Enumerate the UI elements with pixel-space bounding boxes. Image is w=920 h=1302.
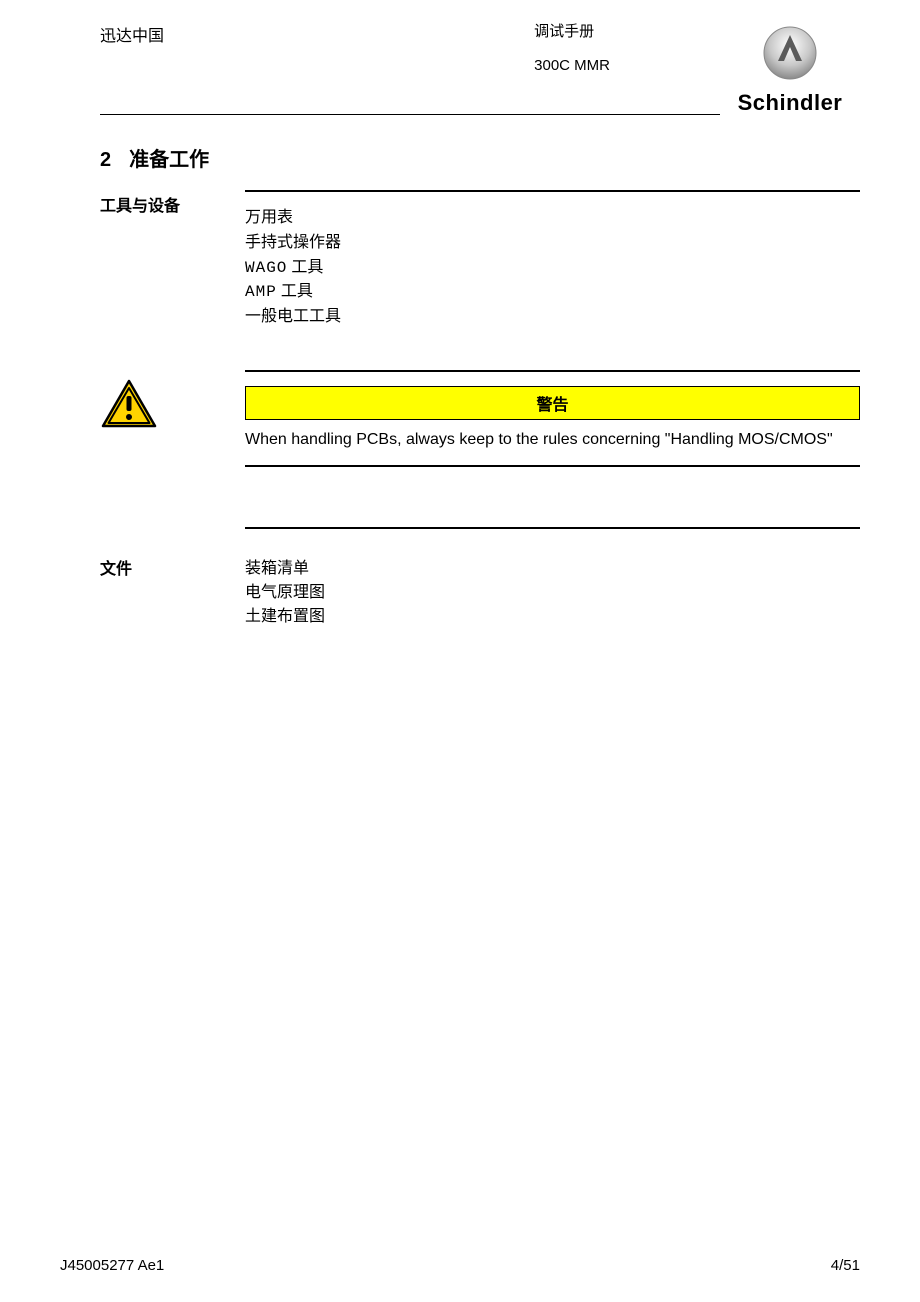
documents-list: 装箱清单 电气原理图 土建布置图 xyxy=(245,557,860,629)
header-doc-type: 调试手册 xyxy=(534,20,610,41)
section-heading: 2 准备工作 xyxy=(100,143,860,172)
documents-content: 装箱清单 电气原理图 土建布置图 xyxy=(245,527,860,629)
warning-icon-cell xyxy=(100,370,245,481)
documents-top-rule xyxy=(245,527,860,529)
brand-name: Schindler xyxy=(720,90,860,116)
section-number: 2 xyxy=(100,149,111,172)
tools-list: 万用表 手持式操作器 WAGO 工具 AMP 工具 一般电工工具 xyxy=(245,206,860,330)
header-doc-info: 调试手册 300C MMR xyxy=(534,20,610,74)
page-header: 迅达中国 调试手册 300C MMR S xyxy=(100,20,860,110)
document-item: 电气原理图 xyxy=(245,581,860,605)
tool-item: 手持式操作器 xyxy=(245,231,860,256)
tool-item: WAGO 工具 xyxy=(245,256,860,281)
content-area: 工具与设备 万用表 手持式操作器 WAGO 工具 AMP 工具 一般电工工具 xyxy=(100,190,860,629)
warning-header: 警告 xyxy=(245,386,860,420)
documents-label: 文件 xyxy=(100,527,245,629)
tool-item-mono: AMP xyxy=(245,283,277,301)
tool-item: 一般电工工具 xyxy=(245,305,860,330)
section-title: 准备工作 xyxy=(129,143,209,172)
header-model: 300C MMR xyxy=(534,57,610,74)
tools-block: 工具与设备 万用表 手持式操作器 WAGO 工具 AMP 工具 一般电工工具 xyxy=(100,190,860,330)
documents-block: 文件 装箱清单 电气原理图 土建布置图 xyxy=(100,527,860,629)
warning-top-rule xyxy=(245,370,860,372)
tool-item-mono: WAGO xyxy=(245,259,287,277)
tool-item: AMP 工具 xyxy=(245,280,860,305)
warning-bottom-rule xyxy=(245,465,860,467)
footer-page-number: 4/51 xyxy=(831,1257,860,1274)
page: 迅达中国 调试手册 300C MMR S xyxy=(0,0,920,1302)
tools-top-rule xyxy=(245,190,860,192)
tool-item-suffix: 工具 xyxy=(287,259,323,276)
brand-logo-area: Schindler xyxy=(720,25,860,116)
document-item: 土建布置图 xyxy=(245,605,860,629)
warning-triangle-icon xyxy=(100,417,158,434)
tool-item: 万用表 xyxy=(245,206,860,231)
header-rule xyxy=(100,114,720,115)
document-item: 装箱清单 xyxy=(245,557,860,581)
page-footer: J45005277 Ae1 4/51 xyxy=(60,1257,860,1274)
schindler-logo-icon xyxy=(762,25,818,86)
tools-content: 万用表 手持式操作器 WAGO 工具 AMP 工具 一般电工工具 xyxy=(245,190,860,330)
header-company: 迅达中国 xyxy=(100,20,164,46)
warning-body: When handling PCBs, always keep to the r… xyxy=(245,430,860,451)
warning-content: 警告 When handling PCBs, always keep to th… xyxy=(245,370,860,481)
tools-label: 工具与设备 xyxy=(100,190,245,330)
footer-doc-id: J45005277 Ae1 xyxy=(60,1257,164,1274)
documents-label-text: 文件 xyxy=(100,561,132,578)
warning-block: 警告 When handling PCBs, always keep to th… xyxy=(100,370,860,481)
tool-item-suffix: 工具 xyxy=(277,283,313,300)
